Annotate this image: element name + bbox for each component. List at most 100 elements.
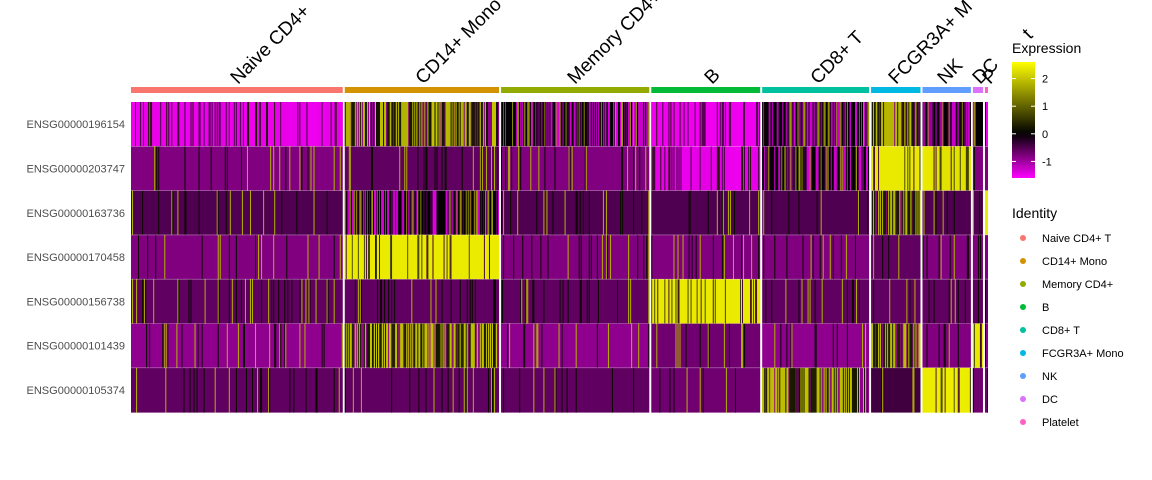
identity-key-dot bbox=[1020, 419, 1026, 425]
colorbar-tick-label: 0 bbox=[1042, 129, 1048, 141]
heatmap-block bbox=[984, 367, 988, 413]
heatmap-block bbox=[972, 234, 983, 280]
identity-key-dot bbox=[1020, 304, 1026, 310]
heatmap-block bbox=[651, 190, 761, 236]
identity-legend-title: Identity bbox=[1012, 205, 1057, 221]
heatmap-block bbox=[922, 190, 971, 236]
heatmap-block bbox=[651, 367, 761, 413]
heatmap-block bbox=[762, 279, 870, 324]
heatmap-block bbox=[344, 190, 500, 236]
identity-key-label: CD14+ Mono bbox=[1042, 256, 1107, 268]
heatmap-block bbox=[762, 234, 870, 280]
gene-label: ENSG00000101439 bbox=[27, 341, 125, 353]
heatmap-block bbox=[972, 367, 983, 413]
heatmap-block bbox=[984, 323, 988, 369]
heatmap-block bbox=[131, 367, 343, 413]
heatmap-block bbox=[344, 323, 500, 369]
heatmap-block bbox=[131, 146, 343, 192]
heatmap-block bbox=[922, 146, 971, 192]
identity-key-dot bbox=[1020, 258, 1026, 264]
heatmap-block bbox=[922, 234, 971, 280]
heatmap-block bbox=[501, 146, 650, 192]
heatmap-block bbox=[344, 367, 500, 413]
group-bar-cd14-mono bbox=[344, 87, 500, 93]
identity-key-dot bbox=[1020, 281, 1026, 287]
heatmap-block bbox=[501, 367, 650, 413]
group-bar-cd8-t bbox=[762, 87, 870, 93]
group-bar-nk bbox=[922, 87, 971, 93]
heatmap-block bbox=[762, 102, 870, 147]
identity-key-dot bbox=[1020, 396, 1026, 402]
heatmap-block bbox=[501, 190, 650, 236]
heatmap-block bbox=[762, 190, 870, 236]
identity-key-label: FCGR3A+ Mono bbox=[1042, 348, 1124, 360]
colorbar-gradient bbox=[1012, 62, 1035, 178]
identity-key-label: CD8+ T bbox=[1042, 325, 1080, 337]
heatmap-block bbox=[871, 323, 921, 369]
heatmap-block bbox=[984, 279, 988, 324]
heatmap-block bbox=[762, 367, 870, 413]
heatmap-cells bbox=[131, 102, 988, 413]
identity-key-label: Memory CD4+ bbox=[1042, 279, 1113, 291]
heatmap-block bbox=[131, 102, 343, 147]
identity-key-label: DC bbox=[1042, 394, 1058, 406]
expression-legend-title: Expression bbox=[1012, 40, 1081, 56]
cluster-labels: Naive CD4+ CD14+ Mono Memory CD4+ B CD8+ T FC… bbox=[227, 0, 1038, 89]
heatmap-block bbox=[131, 323, 343, 369]
heatmap-block bbox=[131, 279, 343, 324]
cluster-label: NK bbox=[934, 55, 968, 89]
cluster-label: Naive CD4+ bbox=[227, 1, 315, 89]
identity-key-label: NK bbox=[1042, 371, 1058, 383]
heatmap-block bbox=[871, 279, 921, 324]
cluster-label: CD8+ T bbox=[807, 27, 869, 89]
identity-key-label: B bbox=[1042, 302, 1049, 314]
gene-labels: ENSG00000196154 ENSG00000203747 ENSG000001… bbox=[27, 119, 125, 397]
colorbar-tick-label: -1 bbox=[1042, 156, 1052, 168]
heatmap-block bbox=[344, 102, 500, 147]
identity-legend: Identity Naive CD4+ T CD14+ Mono Memory CD… bbox=[1012, 205, 1124, 429]
heatmap-block bbox=[972, 102, 983, 147]
gene-label: ENSG00000196154 bbox=[27, 119, 125, 131]
heatmap-block bbox=[762, 146, 870, 192]
heatmap-block bbox=[501, 234, 650, 280]
group-bar-dc bbox=[972, 87, 983, 93]
heatmap-block bbox=[922, 367, 971, 413]
heatmap-block bbox=[501, 102, 650, 147]
heatmap-block bbox=[922, 323, 971, 369]
group-bar-b bbox=[651, 87, 761, 93]
heatmap-block bbox=[651, 146, 761, 192]
cluster-label: FCGR3A+ M bbox=[885, 0, 977, 89]
gene-label: ENSG00000163736 bbox=[27, 208, 125, 220]
heatmap-block bbox=[871, 102, 921, 147]
identity-key-dot bbox=[1020, 350, 1026, 356]
heatmap-block bbox=[871, 367, 921, 413]
heatmap-block bbox=[762, 323, 870, 369]
group-bar-naive-cd4-t bbox=[131, 87, 343, 93]
heatmap-block bbox=[651, 234, 761, 280]
group-bar-memory-cd4- bbox=[501, 87, 650, 93]
heatmap-block bbox=[871, 190, 921, 236]
heatmap-block bbox=[871, 234, 921, 280]
gene-label: ENSG00000156738 bbox=[27, 296, 125, 308]
heatmap-block bbox=[984, 190, 988, 236]
identity-key-label: Naive CD4+ T bbox=[1042, 233, 1111, 245]
gene-label: ENSG00000105374 bbox=[27, 385, 125, 397]
heatmap-block bbox=[131, 234, 343, 280]
heatmap-block bbox=[131, 190, 343, 236]
heatmap-block bbox=[984, 234, 988, 280]
heatmap-block bbox=[984, 102, 988, 147]
identity-key-label: Platelet bbox=[1042, 417, 1079, 429]
heatmap-block bbox=[922, 279, 971, 324]
heatmap-block bbox=[501, 323, 650, 369]
identity-key-dot bbox=[1020, 327, 1026, 333]
group-bar-platelet bbox=[984, 87, 988, 93]
cluster-label: Memory CD4+ bbox=[564, 0, 666, 89]
heatmap-block bbox=[871, 146, 921, 192]
heatmap-block bbox=[651, 323, 761, 369]
identity-key-dot bbox=[1020, 235, 1026, 241]
gene-label: ENSG00000203747 bbox=[27, 163, 125, 175]
expression-colorbar: Expression 2 1 0 -1 bbox=[1012, 40, 1081, 178]
cluster-label: CD14+ Mono bbox=[412, 0, 506, 89]
heatmap-block bbox=[651, 102, 761, 147]
